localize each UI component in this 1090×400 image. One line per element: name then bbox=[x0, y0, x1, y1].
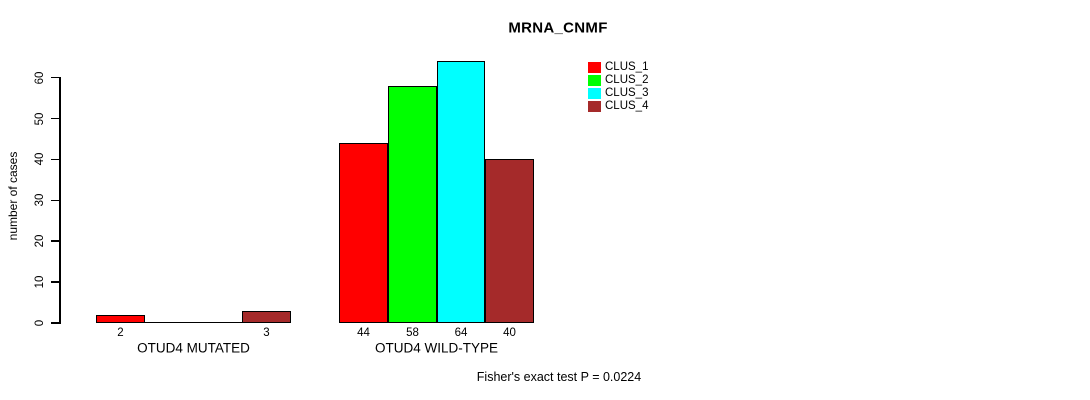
bar-value-label: 2 bbox=[117, 326, 124, 339]
legend-label: CLUS_1 bbox=[605, 61, 649, 73]
bar-value-label: 3 bbox=[263, 326, 270, 339]
y-tick-mark bbox=[51, 281, 59, 283]
y-tick-mark bbox=[51, 76, 59, 79]
legend-swatch-icon bbox=[588, 75, 601, 86]
legend-label: CLUS_3 bbox=[605, 87, 649, 99]
legend-label: CLUS_4 bbox=[605, 100, 649, 112]
bar-clus_2-wild-type bbox=[388, 85, 437, 323]
y-axis-label: number of cases bbox=[6, 151, 20, 241]
y-tick-label: 40 bbox=[34, 152, 46, 166]
group-label-mutated: OTUD4 MUTATED bbox=[137, 340, 250, 355]
bar-clus_3-wild-type bbox=[437, 61, 485, 323]
legend-swatch-icon bbox=[588, 62, 601, 73]
y-axis-line bbox=[59, 77, 61, 324]
y-tick-label: 50 bbox=[34, 112, 46, 125]
bar-value-label: 64 bbox=[454, 326, 468, 339]
legend-swatch-icon bbox=[588, 88, 601, 99]
bar-clus_3-mutated bbox=[194, 321, 242, 323]
bar-clus_4-mutated bbox=[242, 310, 291, 323]
chart-title: MRNA_CNMF bbox=[508, 19, 608, 37]
y-tick-label: 10 bbox=[34, 275, 46, 289]
annotation-fisher-test: Fisher's exact test P = 0.0224 bbox=[476, 370, 642, 384]
bar-value-label: 40 bbox=[503, 326, 516, 339]
legend: CLUS_1 CLUS_2 CLUS_3 CLUS_4 bbox=[588, 61, 649, 114]
y-tick-mark bbox=[51, 199, 59, 202]
y-tick-mark bbox=[51, 117, 59, 120]
legend-label: CLUS_2 bbox=[605, 74, 649, 86]
y-tick-label: 20 bbox=[34, 234, 46, 248]
bar-value-label: 58 bbox=[406, 326, 419, 339]
bar-clus_4-wild-type bbox=[485, 159, 534, 323]
y-tick-mark bbox=[51, 240, 59, 242]
bar-clus_1-wild-type bbox=[339, 143, 388, 323]
group-label-wild-type: OTUD4 WILD-TYPE bbox=[374, 340, 499, 355]
y-tick-mark bbox=[51, 158, 59, 161]
y-tick-label: 30 bbox=[34, 193, 46, 207]
y-tick-label: 0 bbox=[34, 319, 46, 327]
bar-clus_1-mutated bbox=[96, 314, 145, 323]
y-tick-label: 60 bbox=[34, 71, 46, 84]
bar-clus_2-mutated bbox=[145, 321, 194, 323]
legend-swatch-icon bbox=[588, 101, 601, 112]
y-tick-mark bbox=[51, 322, 59, 324]
legend-item: CLUS_4 bbox=[588, 100, 649, 112]
legend-item: CLUS_1 bbox=[588, 61, 649, 73]
bar-value-label: 44 bbox=[357, 326, 370, 339]
legend-item: CLUS_3 bbox=[588, 87, 649, 99]
legend-item: CLUS_2 bbox=[588, 74, 649, 86]
